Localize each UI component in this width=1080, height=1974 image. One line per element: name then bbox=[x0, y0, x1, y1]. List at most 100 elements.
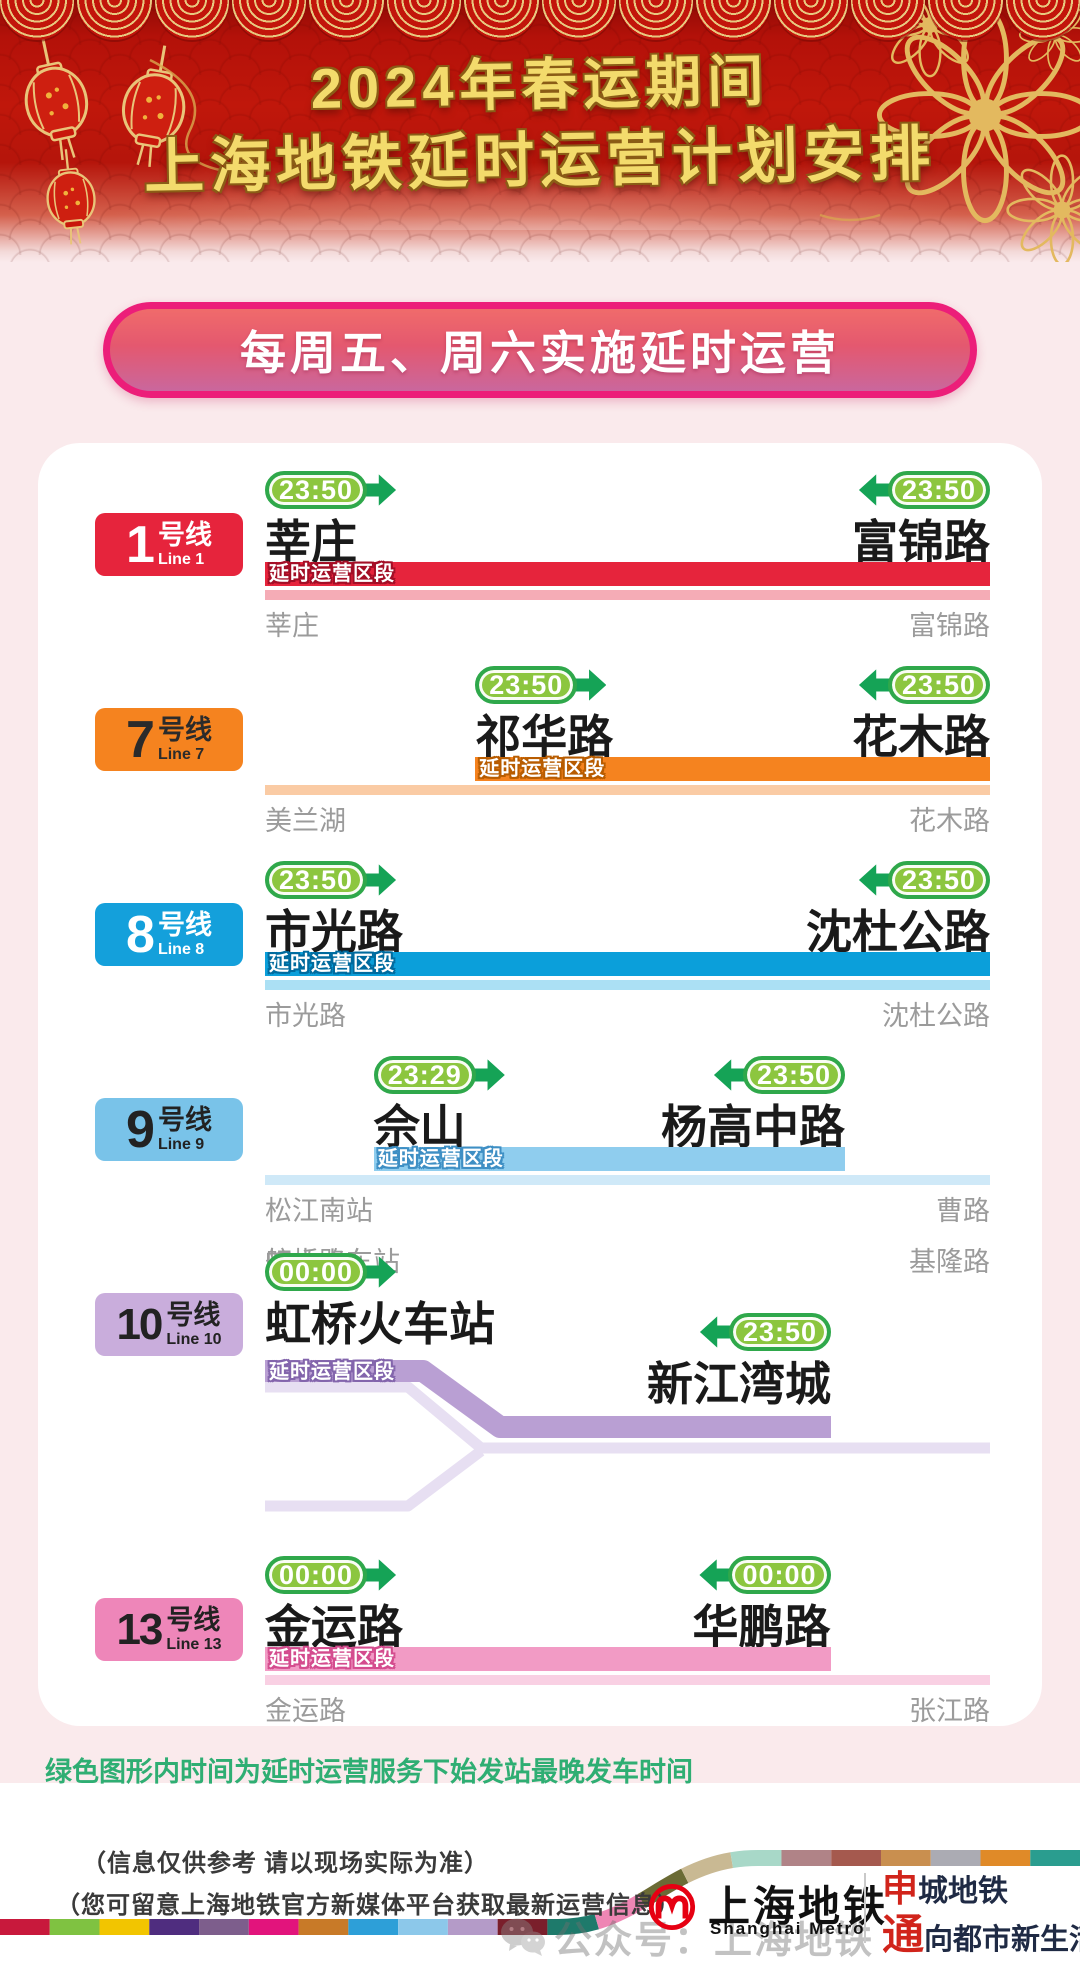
arrival-time-badge: 23:50 bbox=[713, 1055, 845, 1095]
line-number: 10 bbox=[116, 1299, 163, 1349]
header-decorations bbox=[12, 0, 1080, 262]
slogan-rest-1: 城地铁 bbox=[918, 1875, 1009, 1908]
arrival-group: 23:50 花木路 bbox=[852, 665, 990, 763]
schedule-banner: 每周五、周六实施延时运营 bbox=[103, 302, 977, 398]
line-number: 13 bbox=[116, 1604, 163, 1654]
time-pill: 23:50 bbox=[742, 1056, 845, 1094]
arrival-time-badge: 23:50 bbox=[699, 1312, 831, 1352]
arrival-time-badge: 23:50 bbox=[858, 860, 990, 900]
line-13-badge: 13 号线 Line 13 bbox=[95, 1598, 243, 1661]
segment-tag: 延时运营区段 bbox=[269, 563, 395, 585]
line-number: 7 bbox=[126, 710, 155, 769]
departure-group: 23:50 市光路 bbox=[265, 860, 403, 958]
line-suffix: 号线 bbox=[166, 1604, 221, 1635]
terminus-right: 花木路 bbox=[909, 806, 990, 836]
line-number: 8 bbox=[126, 905, 155, 964]
line-suffix: 号线 bbox=[166, 1299, 221, 1330]
arrival-group: 23:50 富锦路 bbox=[852, 470, 990, 568]
line-9-badge: 9 号线 Line 9 bbox=[95, 1098, 243, 1161]
arrival-time-badge: 00:00 bbox=[699, 1555, 831, 1595]
arrival-group: 23:50 沈杜公路 bbox=[806, 860, 990, 958]
line-diagram: 00:00 虹桥火车站 23:50 新江湾城 延时运营区段 虹桥火车站 bbox=[265, 1240, 990, 1545]
disclaimer-1: （信息仅供参考 请以现场实际为准） bbox=[82, 1851, 489, 1877]
line-en-label: Line 1 bbox=[157, 550, 205, 568]
line-suffix: 号线 bbox=[157, 519, 212, 550]
arrival-group: 00:00 华鹏路 bbox=[693, 1555, 831, 1653]
time-pill: 23:50 bbox=[728, 1313, 831, 1351]
full-line-lower-branch bbox=[265, 1446, 485, 1512]
line-en-label: Line 10 bbox=[166, 1330, 222, 1348]
terminus-left: 莘庄 bbox=[265, 611, 319, 641]
line-row-1: 1 号线 Line 1 23:50 莘庄 23:50 富锦路 bbox=[38, 460, 1042, 655]
extended-segment-bar bbox=[373, 1147, 845, 1171]
shanghai-metro-logo bbox=[648, 1883, 696, 1931]
disclaimer-2: （您可留意上海地铁官方新媒体平台获取最新运营信息） bbox=[56, 1893, 681, 1919]
line-suffix: 号线 bbox=[157, 1104, 212, 1135]
full-line-bar bbox=[265, 980, 990, 990]
arrival-station: 富锦路 bbox=[852, 516, 990, 568]
departure-station: 市光路 bbox=[265, 906, 403, 958]
wechat-watermark: 公众号：上海地铁 bbox=[500, 1909, 874, 1964]
slogan-red-2: 通 bbox=[882, 1913, 925, 1959]
slogan-red-1: 申 bbox=[882, 1869, 919, 1909]
line-row-9: 9 号线 Line 9 23:29 佘山 23:50 杨高中路 bbox=[38, 1045, 1042, 1240]
metro-logo-en: Shanghai Metro bbox=[710, 1919, 866, 1938]
watermark-text: 公众号：上海地铁 bbox=[554, 1920, 875, 1962]
time-pill: 23:29 bbox=[373, 1056, 476, 1094]
departure-group: 23:50 祁华路 bbox=[475, 665, 613, 763]
arrival-station: 新江湾城 bbox=[647, 1358, 831, 1410]
slogan-rest-2: 向都市新生活 bbox=[924, 1924, 1080, 1956]
ribbon-segment bbox=[0, 1850, 1080, 1935]
extended-segment-bar bbox=[265, 1647, 831, 1671]
festive-header: 2024年春运期间 上海地铁延时运营计划安排 bbox=[0, 0, 1080, 262]
departure-group: 00:00 金运路 bbox=[265, 1555, 403, 1653]
line-10-badge: 10 号线 Line 10 bbox=[95, 1293, 243, 1356]
line-en-label: Line 8 bbox=[157, 940, 205, 958]
segment-tag: 延时运营区段 bbox=[269, 953, 395, 975]
full-line-bar bbox=[265, 590, 990, 600]
departure-station: 祁华路 bbox=[475, 711, 614, 763]
lines-card: 1 号线 Line 1 23:50 莘庄 23:50 富锦路 bbox=[38, 443, 1042, 1726]
line-diagram: 00:00 金运路 00:00 华鹏路 延时运营区段 金运路 张江路 bbox=[265, 1545, 990, 1726]
arrival-station: 沈杜公路 bbox=[806, 906, 990, 958]
footer: （信息仅供参考 请以现场实际为准） （您可留意上海地铁官方新媒体平台获取最新运营… bbox=[0, 1783, 1080, 1974]
extended-segment-bar bbox=[265, 952, 990, 976]
line-diagram: 23:50 祁华路 23:50 花木路 延时运营区段 美兰湖 花木路 bbox=[265, 655, 990, 850]
arrival-group: 23:50 新江湾城 bbox=[647, 1312, 831, 1410]
footer-slogan: 申城地铁 通向都市新生活 bbox=[882, 1871, 1080, 1957]
departure-station: 虹桥火车站 bbox=[265, 1298, 495, 1350]
departure-time-badge: 00:00 bbox=[265, 1555, 397, 1595]
departure-station: 金运路 bbox=[265, 1601, 403, 1653]
arrival-station: 花木路 bbox=[852, 711, 990, 763]
time-pill: 00:00 bbox=[728, 1556, 831, 1594]
segment-tag: 延时运营区段 bbox=[377, 1148, 504, 1170]
time-pill: 23:50 bbox=[265, 861, 368, 899]
departure-group: 23:50 莘庄 bbox=[265, 470, 397, 568]
terminus-left: 松江南站 bbox=[265, 1196, 373, 1226]
line-number: 9 bbox=[126, 1100, 155, 1159]
line-diagram: 23:50 市光路 23:50 沈杜公路 延时运营区段 市光路 沈杜公路 bbox=[265, 850, 990, 1045]
time-pill: 23:50 bbox=[887, 666, 990, 704]
line-diagram: 23:50 莘庄 23:50 富锦路 延时运营区段 莘庄 富锦路 bbox=[265, 460, 990, 655]
line10-branch-diagram bbox=[265, 1360, 990, 1512]
departure-time-badge: 23:50 bbox=[265, 470, 397, 510]
extended-segment-bar bbox=[475, 757, 990, 781]
departure-group: 23:29 佘山 bbox=[373, 1055, 505, 1153]
departure-group: 00:00 虹桥火车站 bbox=[265, 1252, 495, 1350]
departure-time-badge: 00:00 bbox=[265, 1252, 397, 1292]
line-suffix: 号线 bbox=[157, 909, 212, 940]
terminus-right: 富锦路 bbox=[909, 611, 990, 641]
extended-segment-path bbox=[265, 1360, 831, 1438]
departure-time-badge: 23:50 bbox=[265, 860, 397, 900]
full-line-upper-branch bbox=[265, 1381, 990, 1454]
line-row-7: 7 号线 Line 7 23:50 祁华路 23:50 花木路 bbox=[38, 655, 1042, 850]
ribbon-segment bbox=[0, 1850, 1080, 1935]
terminus-left: 金运路 bbox=[265, 1696, 346, 1726]
line-en-label: Line 13 bbox=[166, 1635, 222, 1653]
line-en-label: Line 7 bbox=[157, 745, 205, 763]
line-en-label: Line 9 bbox=[157, 1135, 205, 1153]
extended-segment-bar bbox=[265, 562, 990, 586]
terminus-right: 沈杜公路 bbox=[882, 1001, 990, 1031]
segment-tag: 延时运营区段 bbox=[269, 1648, 395, 1670]
